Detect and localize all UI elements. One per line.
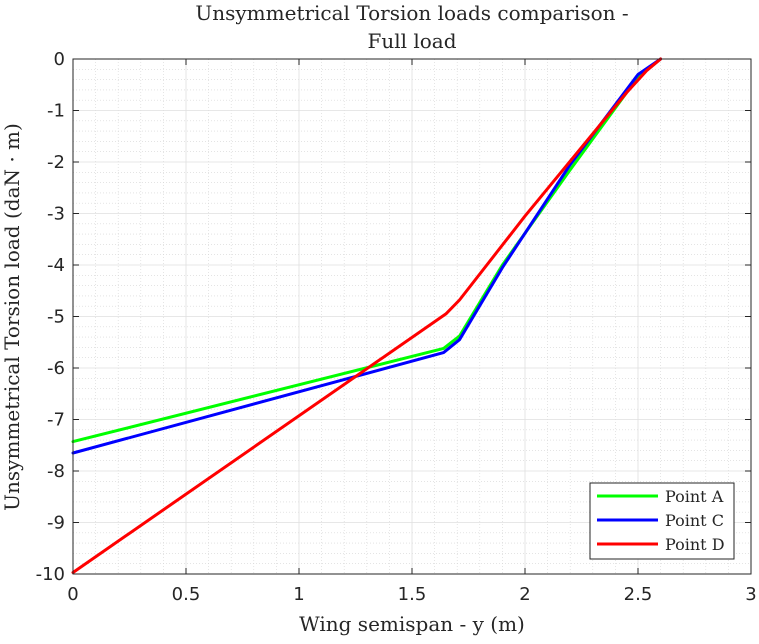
y-tick-label: 0 bbox=[54, 49, 65, 70]
chart-title-line-1: Unsymmetrical Torsion loads comparison - bbox=[195, 1, 628, 25]
y-tick-label: -5 bbox=[47, 307, 65, 328]
y-tick-label: -8 bbox=[47, 461, 65, 482]
y-tick-label: -1 bbox=[47, 101, 65, 122]
legend-label-point-c: Point C bbox=[665, 511, 724, 530]
x-tick-label: 0 bbox=[67, 584, 78, 605]
chart-title-line-2: Full load bbox=[367, 29, 456, 53]
axes bbox=[72, 58, 752, 575]
legend-label-point-a: Point A bbox=[665, 487, 724, 506]
x-tick-label: 1 bbox=[293, 584, 304, 605]
y-tick-label: -4 bbox=[47, 255, 65, 276]
series-layer bbox=[71, 57, 663, 574]
tick-labels: 0 0.5 1 1.5 2 2.5 3 0 -1 -2 -3 -4 -5 -6 -7 -8 -9 -10 bbox=[36, 49, 757, 605]
x-tick-label: 1.5 bbox=[398, 584, 427, 605]
x-tick-label: 2 bbox=[519, 584, 530, 605]
series-line-point-d bbox=[71, 57, 663, 574]
series-line-point-c bbox=[71, 57, 663, 455]
x-axis-label: Wing semispan - y (m) bbox=[299, 612, 525, 636]
y-tick-label: -2 bbox=[47, 152, 65, 173]
legend-items: Point A Point C Point D bbox=[597, 487, 725, 554]
y-tick-label: -3 bbox=[47, 204, 65, 225]
y-tick-label: -6 bbox=[47, 358, 65, 379]
legend-label-point-d: Point D bbox=[665, 535, 725, 554]
x-tick-label: 3 bbox=[745, 584, 756, 605]
y-tick-label: -9 bbox=[47, 513, 65, 534]
x-tick-label: 0.5 bbox=[172, 584, 201, 605]
y-tick-label: -7 bbox=[47, 410, 65, 431]
legend: Point A Point C Point D bbox=[589, 482, 735, 560]
y-axis-label: Unsymmetrical Torsion load (daN · m) bbox=[0, 123, 24, 511]
y-tick-label: -10 bbox=[36, 564, 65, 585]
x-tick-label: 2.5 bbox=[624, 584, 653, 605]
